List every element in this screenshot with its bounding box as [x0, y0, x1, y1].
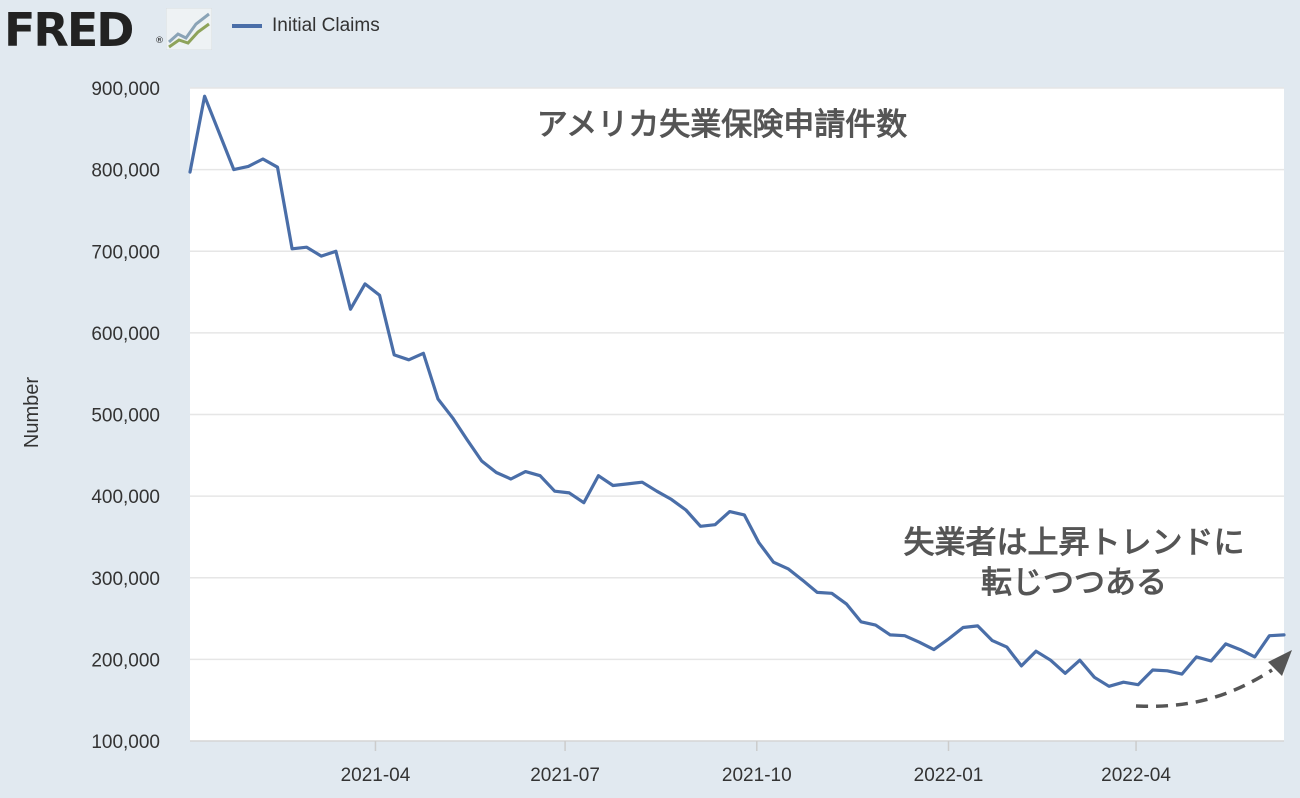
y-tick-label: 300,000 [91, 569, 160, 590]
y-tick-label: 200,000 [91, 650, 160, 671]
x-tick-label: 2021-04 [341, 765, 411, 786]
y-tick-label: 400,000 [91, 487, 160, 508]
fred-logo[interactable]: FRED [4, 3, 134, 57]
legend: Initial Claims [232, 14, 380, 38]
y-tick-label: 700,000 [91, 242, 160, 263]
series-line-initial-claims [188, 94, 1286, 688]
chart-annotation-trend-line2: 転じつつある [981, 565, 1167, 601]
y-tick-label: 900,000 [91, 79, 160, 100]
y-axis-title: Number [21, 377, 43, 448]
chart-annotation-trend-line1: 失業者は上昇トレンドに [904, 525, 1245, 561]
fred-header: FRED ® Initial Claims [0, 0, 1300, 60]
trend-arrow-head [1268, 650, 1292, 676]
chart-annotation-title: アメリカ失業保険申請件数 [537, 107, 907, 143]
trend-arrow-line [1135, 668, 1273, 709]
legend-label-initial-claims: Initial Claims [272, 15, 380, 36]
y-tick-label: 500,000 [91, 406, 160, 427]
x-tick-label: 2021-10 [722, 765, 792, 786]
y-axis: 100,000 200,000 300,000 400,000 500,000 600,0… [91, 79, 160, 753]
legend-swatch [232, 24, 262, 28]
series-layer [188, 94, 1286, 688]
y-tick-label: 100,000 [91, 732, 160, 753]
x-tick-label: 2021-07 [530, 765, 600, 786]
x-tick-label: 2022-04 [1101, 765, 1171, 786]
x-axis: 2021-04 2021-07 2021-10 2022-01 2022-04 [190, 740, 1284, 786]
y-tick-label: 600,000 [91, 324, 160, 345]
y-tick-label: 800,000 [91, 161, 160, 182]
x-tick-label: 2022-01 [914, 765, 984, 786]
line-chart-icon [166, 8, 212, 50]
registered-mark: ® [155, 36, 164, 46]
